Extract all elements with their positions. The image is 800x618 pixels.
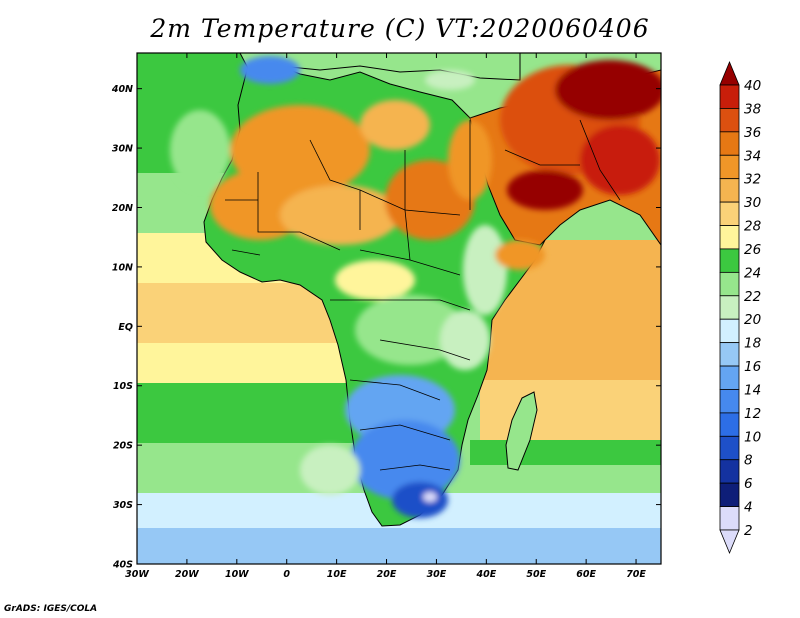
colorbar-swatch (719, 271, 740, 297)
colorbar-top-arrow (719, 60, 740, 86)
colorbar-swatch (719, 389, 740, 414)
temp-blob (440, 310, 490, 370)
temp-blob (335, 260, 415, 300)
x-tick-label: 30W (125, 569, 149, 580)
colorbar-label: 22 (744, 289, 761, 305)
y-tick-label: EQ (118, 322, 133, 333)
colorbar-label: 4 (744, 500, 753, 516)
colorbar-swatch (719, 482, 740, 507)
temp-blob (300, 445, 360, 495)
colorbar: 40 38 36 34 32 30 28 26 24 22 20 18 16 14 12 10 8 6 4 2 (719, 60, 761, 555)
colorbar-swatch (719, 131, 740, 156)
temp-blob (355, 295, 465, 365)
x-tick-label: 50E (526, 569, 546, 580)
colorbar-label: 38 (744, 101, 761, 117)
colorbar-label: 10 (744, 429, 761, 445)
ocean-band (137, 528, 661, 564)
ocean-band (137, 383, 367, 443)
colorbar-label: 40 (744, 78, 761, 94)
temp-blob (580, 125, 660, 195)
axes: 30W 20W 10W 0 10E 20E 30E 40E 50E 60E 70E 40N 30N 20N… (111, 53, 661, 580)
country-borders (225, 119, 621, 471)
ocean-band (470, 440, 661, 465)
y-tick-label: 10N (112, 262, 133, 273)
temp-blob (463, 225, 507, 315)
colorbar-swatch (719, 365, 740, 390)
colorbar-swatch (719, 506, 740, 531)
madagascar (505, 391, 538, 471)
grads-credit: GrADS: IGES/COLA (4, 604, 98, 614)
x-tick-label: 40E (475, 569, 496, 580)
temp-blob (240, 56, 300, 84)
colorbar-swatch (719, 412, 740, 437)
colorbar-swatch (719, 295, 740, 320)
x-tick-label: 20W (175, 569, 199, 580)
map-title: 2m Temperature (C) VT:2020060406 (150, 14, 650, 43)
x-tick-label: 0 (283, 569, 290, 580)
colorbar-swatch (719, 84, 740, 109)
colorbar-label: 26 (744, 242, 761, 258)
temp-blob (495, 240, 545, 270)
colorbar-swatch (719, 318, 740, 344)
colorbar-label: 16 (744, 359, 761, 375)
y-tick-label: 40N (111, 84, 133, 95)
temp-blob (507, 170, 583, 210)
ocean-band (470, 465, 661, 493)
temp-blob (360, 100, 430, 150)
x-tick-label: 70E (626, 569, 646, 580)
colorbar-bottom-arrow (719, 529, 740, 555)
x-tick-label: 60E (576, 569, 596, 580)
y-tick-label: 30S (113, 500, 133, 511)
x-tick-label: 10W (225, 569, 249, 580)
colorbar-label: 36 (744, 125, 761, 141)
y-tick-label: 30N (112, 144, 133, 155)
map-frame (136, 52, 662, 565)
colorbar-label: 32 (744, 172, 761, 188)
colorbar-swatch (719, 248, 740, 273)
x-tick-label: 30E (427, 569, 447, 580)
temp-blob (555, 60, 661, 120)
colorbar-swatch (719, 108, 740, 133)
y-tick-label: 20S (113, 441, 133, 452)
y-tick-label: 20N (112, 203, 133, 214)
ocean-band (480, 380, 661, 440)
colorbar-swatch (719, 459, 740, 484)
temp-blob (425, 70, 475, 90)
colorbar-label: 30 (744, 195, 761, 211)
ocean-band (137, 343, 367, 383)
temp-blob (423, 492, 437, 502)
colorbar-label: 2 (744, 523, 753, 539)
temp-blob (170, 110, 230, 190)
colorbar-label: 14 (744, 382, 761, 398)
temp-blob (350, 420, 460, 500)
temperature-contours (170, 56, 661, 518)
colorbar-label: 28 (744, 219, 761, 235)
x-tick-label: 10E (327, 569, 347, 580)
colorbar-swatch (719, 154, 740, 180)
colorbar-label: 8 (744, 453, 753, 469)
colorbar-label: 20 (744, 312, 761, 328)
colorbar-label: 6 (744, 476, 753, 492)
colorbar-label: 18 (744, 336, 761, 352)
colorbar-swatch (719, 225, 740, 250)
colorbar-label: 12 (744, 406, 761, 422)
colorbar-swatch (719, 178, 740, 203)
temp-blob (280, 185, 400, 245)
colorbar-label: 24 (744, 265, 761, 281)
colorbar-swatch (719, 435, 740, 461)
y-tick-label: 10S (113, 381, 133, 392)
map-field (137, 53, 661, 564)
temp-blob (392, 482, 448, 518)
y-tick-label: 40S (112, 560, 133, 571)
colorbar-label: 34 (744, 148, 761, 164)
colorbar-swatch (719, 201, 740, 226)
x-tick-label: 20E (377, 569, 397, 580)
colorbar-swatch (719, 342, 740, 367)
